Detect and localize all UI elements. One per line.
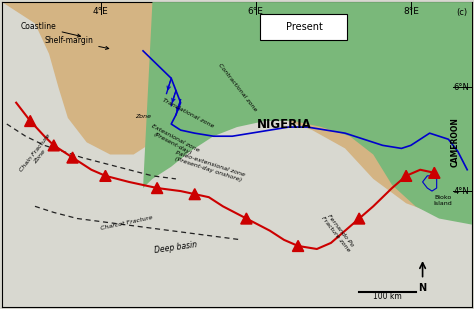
Text: N: N <box>419 282 427 293</box>
Polygon shape <box>100 170 111 181</box>
Polygon shape <box>401 170 412 181</box>
Polygon shape <box>241 213 252 224</box>
Text: Zone: Zone <box>135 114 151 119</box>
Text: 8°E: 8°E <box>403 7 419 16</box>
Text: 6°E: 6°E <box>248 7 264 16</box>
Polygon shape <box>354 213 365 224</box>
Text: Coastline: Coastline <box>21 22 81 37</box>
Text: (c): (c) <box>456 8 467 17</box>
Polygon shape <box>152 183 163 193</box>
Text: Charcot Fracture: Charcot Fracture <box>100 215 153 231</box>
Text: Present: Present <box>285 22 322 32</box>
Text: Bioko
Island: Bioko Island <box>433 195 452 205</box>
Polygon shape <box>428 167 440 178</box>
FancyBboxPatch shape <box>261 14 347 40</box>
Polygon shape <box>25 116 36 126</box>
Text: Contractional zone: Contractional zone <box>217 62 257 112</box>
Polygon shape <box>67 152 78 163</box>
Text: Paleo-extensional zone
(Present-day onshore): Paleo-extensional zone (Present-day onsh… <box>173 150 245 183</box>
Text: 4°E: 4°E <box>93 7 109 16</box>
Text: CAMEROON: CAMEROON <box>451 117 460 167</box>
Polygon shape <box>2 2 472 222</box>
Text: 100 km: 100 km <box>373 292 402 301</box>
Text: 4°N: 4°N <box>454 187 470 196</box>
Polygon shape <box>48 140 59 151</box>
Text: NIGERIA: NIGERIA <box>256 117 311 130</box>
Text: Extesnional zone
(Present-day): Extesnional zone (Present-day) <box>147 123 200 158</box>
Polygon shape <box>423 176 437 191</box>
Text: Translational zone: Translational zone <box>161 98 214 129</box>
Polygon shape <box>189 188 201 200</box>
Text: Shelf-margin: Shelf-margin <box>45 36 109 49</box>
Text: Chain Fracture
Zone: Chain Fracture Zone <box>19 133 56 176</box>
Text: Deep basin: Deep basin <box>154 240 198 255</box>
Polygon shape <box>292 240 304 252</box>
Polygon shape <box>143 2 472 225</box>
Text: Fernando Po
Fracture zone: Fernando Po Fracture zone <box>320 212 356 253</box>
Text: 6°N: 6°N <box>454 83 470 92</box>
